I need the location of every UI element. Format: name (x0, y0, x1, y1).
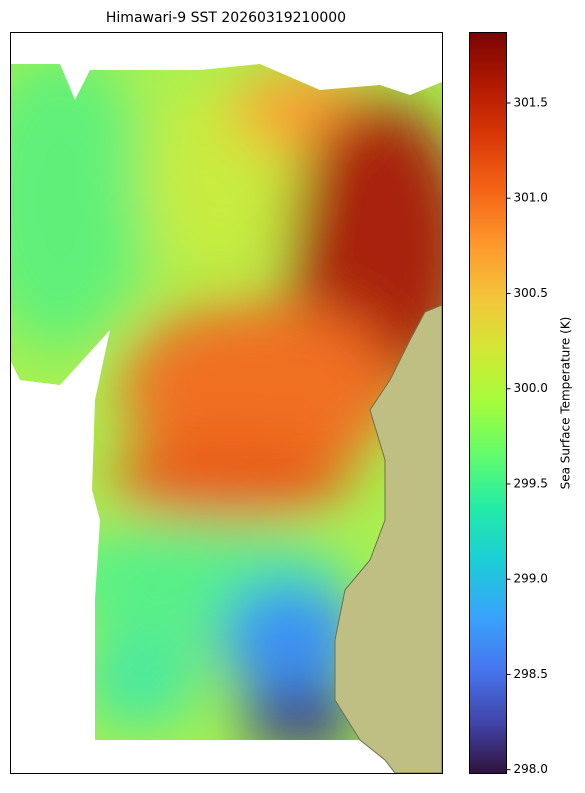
colorbar-tick-label: 301.0 (514, 191, 548, 205)
colorbar-tick-label: 298.5 (514, 667, 548, 681)
colorbar-tick-label: 298.0 (514, 762, 548, 776)
land (334, 304, 443, 774)
map-frame (10, 32, 443, 774)
colorbar (469, 32, 507, 774)
sst-field (10, 64, 442, 740)
colorbar-tick-label: 301.5 (514, 95, 548, 109)
map-title: Himawari-9 SST 20260319210000 (106, 10, 346, 26)
colorbar-label: Sea Surface Temperature (K) (559, 317, 573, 490)
colorbar-tick-label: 299.5 (514, 476, 548, 490)
colorbar-tick-label: 299.0 (514, 572, 548, 586)
colorbar-tick-label: 300.5 (514, 286, 548, 300)
colorbar-tick-label: 300.0 (514, 381, 548, 395)
